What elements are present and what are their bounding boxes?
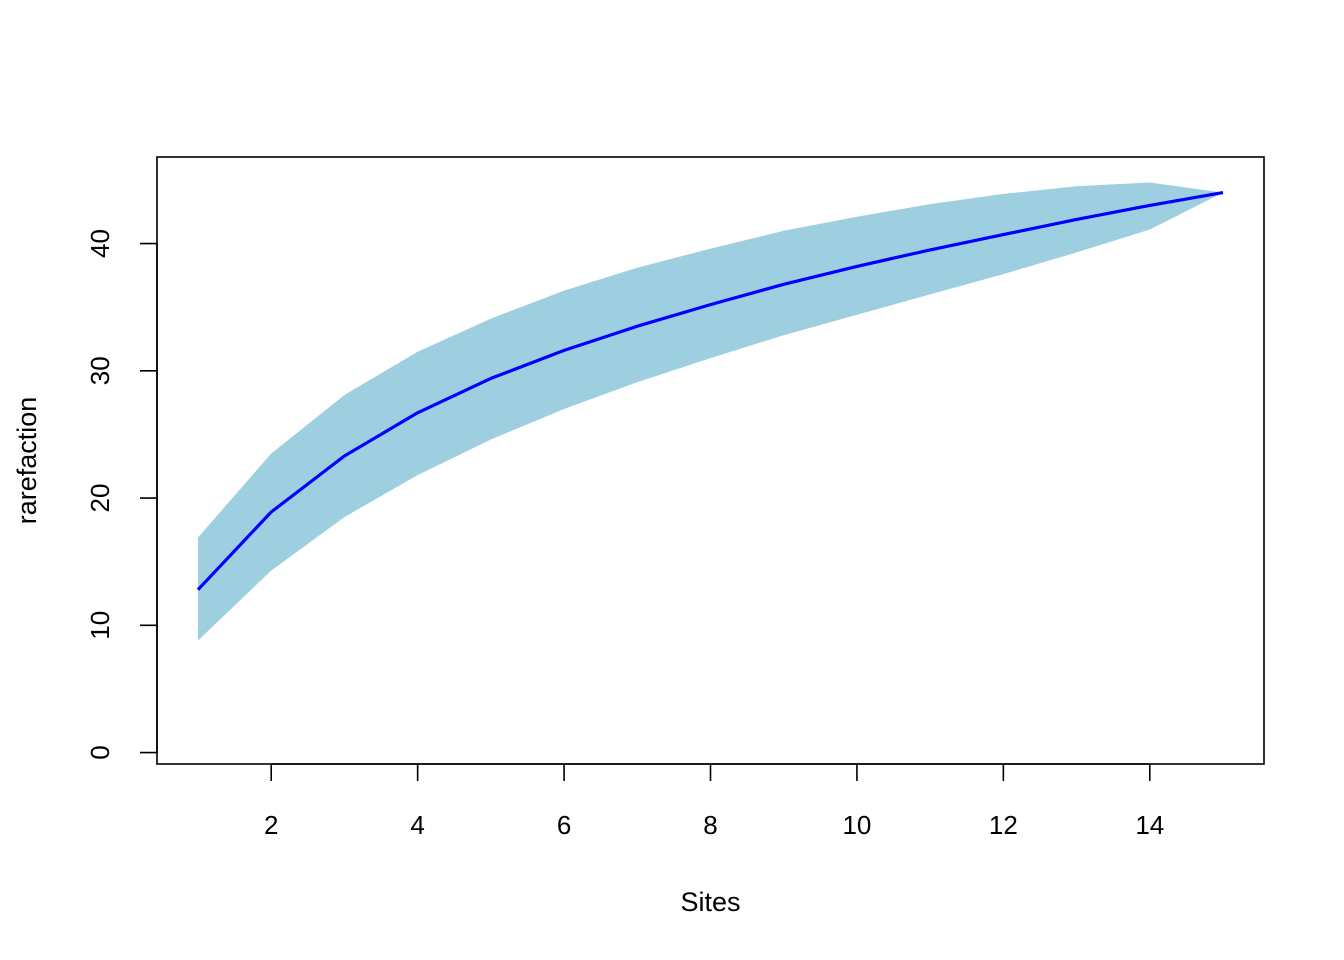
- x-tick-label: 8: [703, 810, 717, 840]
- x-tick-label: 12: [989, 810, 1018, 840]
- x-tick-label: 10: [842, 810, 871, 840]
- x-axis: 2 4 6 8 10 12 14: [264, 763, 1164, 840]
- x-tick-label: 6: [557, 810, 571, 840]
- rarefaction-line-layer: [196, 191, 1224, 591]
- y-tick-label: 0: [85, 745, 115, 759]
- rarefaction-line: [196, 191, 1224, 591]
- x-tick-label: 14: [1135, 810, 1164, 840]
- x-tick-label: 4: [410, 810, 424, 840]
- y-tick-label: 20: [85, 484, 115, 513]
- y-axis: 0 10 20 30 40: [85, 229, 158, 760]
- y-tick-label: 10: [85, 611, 115, 640]
- confidence-band: [198, 182, 1223, 641]
- x-tick-label: 2: [264, 810, 278, 840]
- x-axis-label: Sites: [680, 887, 740, 917]
- y-tick-label: 40: [85, 229, 115, 258]
- y-axis-label: rarefaction: [12, 397, 42, 525]
- y-tick-label: 30: [85, 356, 115, 385]
- confidence-band-layer: [198, 182, 1223, 641]
